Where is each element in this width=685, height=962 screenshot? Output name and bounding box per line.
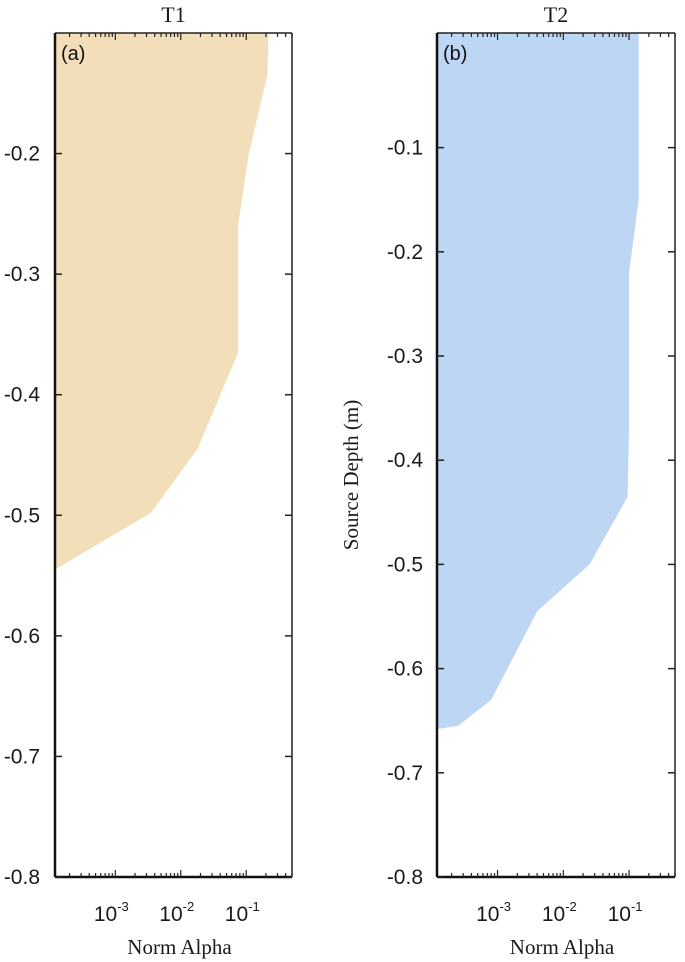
x-tick-exponent: -2 [183, 899, 195, 914]
x-tick-exponent: -3 [117, 899, 129, 914]
y-tick-label: -0.7 [4, 745, 40, 768]
x-tick-label: 10-3 [94, 899, 129, 926]
y-tick-label: -0.1 [387, 137, 423, 160]
panel-a: -0.2-0.3-0.4-0.5-0.6-0.7-0.810-3 10-2 10-1… [4, 2, 293, 959]
y-tick-label: -0.5 [387, 553, 423, 576]
y-tick-label: -0.3 [4, 263, 40, 286]
x-tick-exponent: -1 [248, 899, 260, 914]
chart-title: T2 [544, 2, 568, 27]
x-tick-base: 10 [159, 903, 182, 926]
panel-label: (a) [61, 43, 85, 65]
y-tick-label: -0.7 [387, 762, 423, 785]
x-tick-label: 10-1 [225, 899, 260, 926]
x-tick-label: 10-3 [476, 899, 511, 926]
y-tick-label: -0.8 [387, 866, 423, 889]
y-tick-label: -0.4 [4, 384, 41, 407]
area-region [437, 33, 639, 729]
panel-label: (b) [443, 43, 467, 65]
x-tick-base: 10 [608, 903, 631, 926]
x-tick-label: 10-2 [542, 899, 577, 926]
y-tick-label: -0.3 [387, 345, 423, 368]
x-tick-base: 10 [94, 903, 117, 926]
x-tick-base: 10 [542, 903, 565, 926]
chart-title: T1 [161, 2, 185, 27]
x-tick-exponent: -1 [631, 899, 643, 914]
x-tick-label: 10-2 [159, 899, 194, 926]
x-tick-exponent: -3 [499, 899, 511, 914]
y-tick-label: -0.4 [387, 449, 424, 472]
x-tick-base: 10 [476, 903, 499, 926]
y-tick-label: -0.2 [4, 143, 40, 166]
x-tick-exponent: -2 [565, 899, 577, 914]
y-tick-label: -0.2 [387, 241, 423, 264]
y-tick-label: -0.8 [4, 866, 40, 889]
y-tick-label: -0.6 [387, 658, 423, 681]
y-axis-label: Source Depth (m) [339, 400, 363, 550]
x-axis-label: Norm Alpha [127, 935, 232, 959]
y-tick-label: -0.5 [4, 504, 40, 527]
x-tick-label: 10-1 [608, 899, 643, 926]
x-tick-base: 10 [225, 903, 248, 926]
area-region [55, 33, 269, 570]
x-axis-label: Norm Alpha [510, 935, 615, 959]
y-tick-label: -0.6 [4, 625, 40, 648]
panel-b: -0.1-0.2-0.3-0.4-0.5-0.6-0.7-0.810-3 10-2… [339, 2, 676, 959]
